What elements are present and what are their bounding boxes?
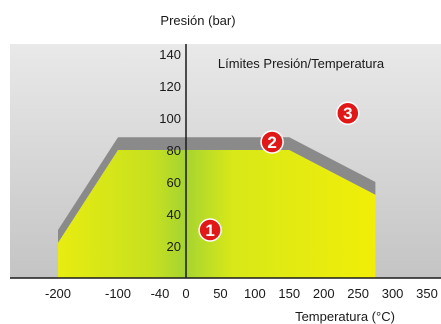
zone-badge-label: 2 bbox=[267, 133, 276, 152]
zone-layer: 1 2 3 bbox=[198, 101, 360, 242]
y-tick-label: 60 bbox=[167, 175, 181, 190]
y-axis-title: Presión (bar) bbox=[160, 13, 235, 28]
x-tick-label: 50 bbox=[213, 286, 227, 301]
y-tick-label: 120 bbox=[159, 79, 181, 94]
zone-badge-circle bbox=[336, 101, 360, 125]
x-tick-label: 200 bbox=[313, 286, 335, 301]
zone-badge-label: 3 bbox=[343, 104, 352, 123]
zone-badge-2: 2 bbox=[260, 130, 284, 154]
zone-badge-1: 1 bbox=[198, 218, 222, 242]
tick-label-layer: -200 -100 -40 0 50 100 150 200 250 300 350 20 40 60 80… bbox=[45, 47, 438, 301]
x-tick-label: -40 bbox=[151, 286, 170, 301]
x-tick-label: 250 bbox=[347, 286, 369, 301]
x-tick-label: 350 bbox=[416, 286, 438, 301]
x-tick-label: 300 bbox=[382, 286, 404, 301]
series-layer bbox=[58, 137, 376, 278]
y-tick-label: 40 bbox=[167, 207, 181, 222]
x-tick-label: -200 bbox=[45, 286, 71, 301]
x-tick-label: -100 bbox=[105, 286, 131, 301]
y-tick-label: 20 bbox=[167, 239, 181, 254]
y-tick-label: 100 bbox=[159, 111, 181, 126]
operating-area-zone-1 bbox=[58, 150, 376, 278]
x-tick-label: 100 bbox=[244, 286, 266, 301]
y-tick-label: 140 bbox=[159, 47, 181, 62]
chart-title: Límites Presión/Temperatura bbox=[218, 56, 385, 71]
zone-badge-circle bbox=[260, 130, 284, 154]
x-axis-title: Temperatura (°C) bbox=[295, 309, 395, 324]
zone-badge-3: 3 bbox=[336, 101, 360, 125]
zone-badge-label: 1 bbox=[205, 221, 214, 240]
y-tick-label: 80 bbox=[167, 143, 181, 158]
x-tick-label: 0 bbox=[182, 286, 189, 301]
zone-badge-circle bbox=[198, 218, 222, 242]
x-tick-label: 150 bbox=[278, 286, 300, 301]
